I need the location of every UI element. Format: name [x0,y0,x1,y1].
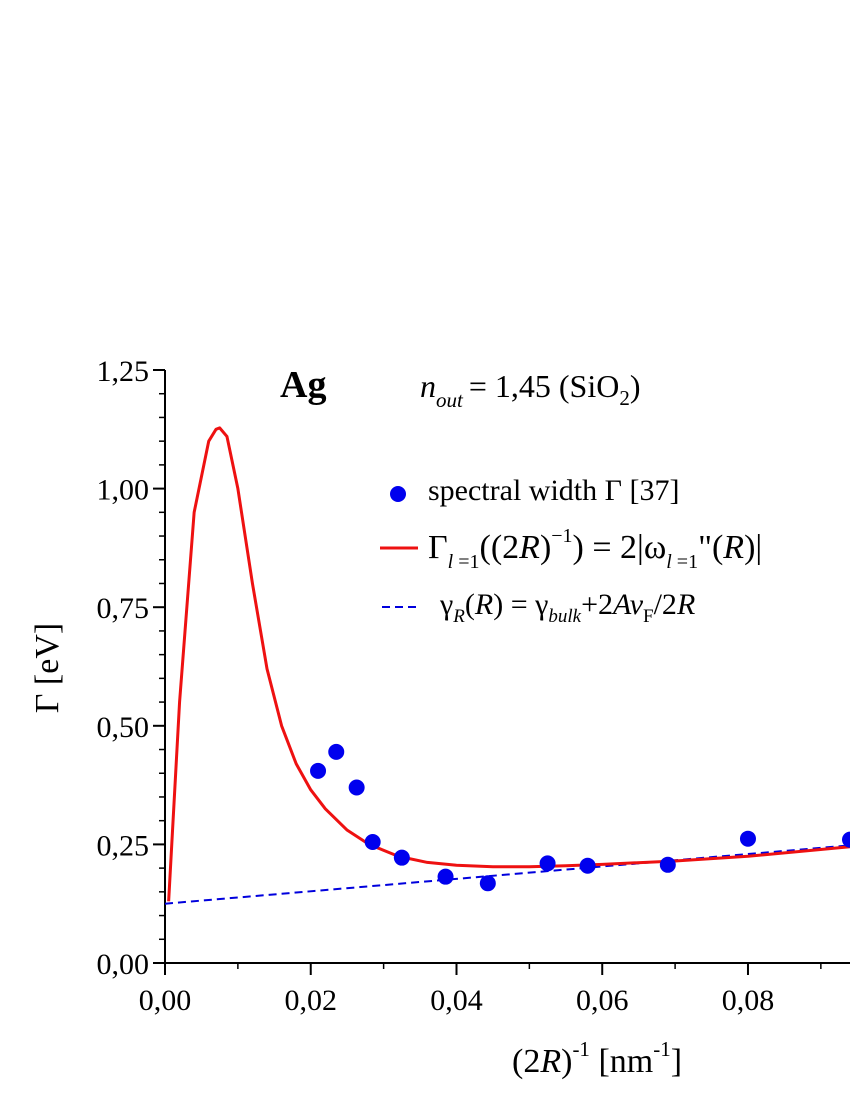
y-tick-label: 0,25 [97,829,150,862]
chart-title: Ag [280,364,326,406]
data-point [364,834,381,851]
x-tick-label: 0,02 [284,984,337,1017]
data-point [479,875,496,892]
data-point [328,743,345,760]
series-dashed-layer [164,844,850,905]
series-points-layer [310,743,850,892]
y-tick-label: 1,25 [97,355,150,388]
y-tick-label: 0,75 [97,592,150,625]
chart-annotation: nout = 1,45 (SiO2) [420,368,641,412]
x-tick-label: 0,04 [430,984,483,1017]
legend-label-dashed: γR(R) = γbulk+2AvF/2R [439,588,695,627]
series-line-layer [167,426,850,902]
series-dashed-line [164,844,850,905]
data-point [348,779,365,796]
data-point [539,855,556,872]
y-tick-label: 0,00 [97,948,150,981]
legend: spectral width Γ [37] Γl =1((2R)−1) = 2|… [380,474,762,627]
data-point [659,856,676,873]
x-axis-title: (2R)-1 [nm-1] [512,1037,682,1080]
x-tick-label: 0,00 [139,984,192,1017]
data-point [437,868,454,885]
legend-label-scatter: spectral width Γ [37] [428,474,679,507]
y-axis-title: Γ [eV] [29,623,66,713]
tick-labels: 0,00 0,25 0,50 0,75 1,00 1,25 0,00 0,02 0,04 0,06… [97,355,775,1017]
x-tick-label: 0,06 [576,984,629,1017]
y-tick-label: 1,00 [97,474,150,507]
data-point [842,831,850,848]
x-tick-label: 0,08 [722,984,775,1017]
data-point [393,849,410,866]
series-line [167,426,850,902]
data-point [739,830,756,847]
legend-marker-scatter [390,486,406,502]
data-point [579,857,596,874]
data-point [310,762,327,779]
legend-label-line: Γl =1((2R)−1) = 2|ωl =1"(R)| [428,525,762,573]
y-tick-label: 0,50 [97,711,150,744]
